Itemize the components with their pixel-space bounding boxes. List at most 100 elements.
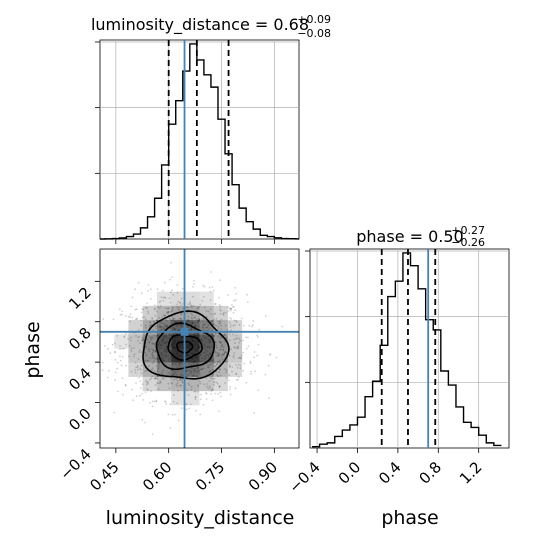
joint-scatter-point bbox=[141, 339, 144, 342]
joint-scatter-point bbox=[169, 373, 172, 375]
joint-scatter-point bbox=[146, 382, 149, 385]
joint-scatter-point bbox=[239, 364, 242, 367]
joint-scatter-point bbox=[212, 373, 214, 376]
joint-scatter-point bbox=[176, 382, 179, 385]
joint-scatter-point bbox=[171, 306, 174, 309]
joint-contour-1 bbox=[167, 334, 203, 361]
joint-scatter-point bbox=[108, 369, 110, 372]
joint-scatter-point bbox=[114, 342, 116, 345]
joint-scatter-point bbox=[154, 308, 156, 310]
joint-scatter-point bbox=[181, 381, 184, 384]
joint-density-cell bbox=[213, 376, 228, 392]
joint-scatter-point bbox=[208, 363, 211, 366]
joint-scatter-point bbox=[113, 351, 116, 353]
joint-scatter-point bbox=[141, 336, 144, 339]
joint-scatter-point bbox=[144, 421, 147, 424]
joint-scatter-point bbox=[227, 294, 230, 296]
joint-scatter-point bbox=[154, 327, 157, 330]
joint-scatter-point bbox=[206, 366, 209, 368]
joint-scatter-point bbox=[237, 357, 240, 359]
joint-scatter-point bbox=[213, 361, 216, 364]
joint-scatter-point bbox=[140, 364, 143, 367]
joint-scatter-point bbox=[214, 332, 217, 335]
joint-scatter-point bbox=[218, 368, 221, 371]
joint-scatter-point bbox=[155, 400, 158, 403]
joint-scatter-point bbox=[113, 411, 116, 414]
joint-scatter-point bbox=[212, 381, 215, 383]
phase-title-plus: +0.27 bbox=[451, 224, 485, 237]
joint-scatter-point bbox=[205, 316, 208, 318]
joint-scatter-point bbox=[224, 324, 227, 327]
joint-scatter-point bbox=[218, 303, 221, 306]
joint-scatter-point bbox=[164, 307, 167, 309]
joint-scatter-point bbox=[135, 382, 137, 384]
joint-scatter-point bbox=[264, 373, 267, 376]
joint-scatter-point bbox=[202, 324, 205, 326]
joint-scatter-point bbox=[220, 318, 223, 321]
joint-scatter-point bbox=[156, 288, 159, 290]
joint-scatter-point bbox=[121, 310, 123, 313]
joint-scatter-point bbox=[150, 368, 153, 371]
joint-scatter-point bbox=[210, 271, 213, 273]
joint-scatter-point bbox=[194, 395, 197, 398]
joint-scatter-point bbox=[155, 336, 158, 339]
x-axis-label-phase: phase bbox=[381, 507, 438, 529]
joint-scatter-point bbox=[173, 394, 175, 396]
joint-scatter-point bbox=[216, 353, 219, 356]
joint-scatter-point bbox=[199, 382, 202, 385]
joint-scatter-point bbox=[161, 378, 164, 380]
joint-scatter-point bbox=[248, 324, 251, 327]
joint-scatter-point bbox=[205, 392, 208, 395]
joint-scatter-point bbox=[222, 349, 225, 351]
x-axis-label-luminosity-distance: luminosity_distance bbox=[106, 507, 295, 529]
joint-density-cell bbox=[227, 334, 243, 349]
joint-scatter-point bbox=[217, 354, 220, 357]
joint-scatter-point bbox=[233, 306, 236, 308]
joint-scatter-point bbox=[169, 371, 172, 373]
joint-scatter-point bbox=[225, 371, 228, 374]
joint-scatter-point bbox=[221, 353, 224, 356]
joint-density-cell bbox=[227, 348, 243, 363]
joint-scatter-point bbox=[219, 362, 222, 365]
joint-scatter-point bbox=[180, 297, 183, 300]
joint-scatter-point bbox=[171, 308, 174, 311]
joint-density-cell bbox=[199, 362, 214, 377]
joint-density-cell bbox=[128, 320, 143, 335]
phase-marginal-panel bbox=[305, 248, 510, 453]
joint-scatter-point bbox=[150, 338, 152, 341]
joint-scatter-point bbox=[247, 345, 250, 348]
joint-scatter-point bbox=[164, 297, 167, 299]
joint-scatter-point bbox=[199, 365, 202, 368]
joint-scatter-point bbox=[154, 325, 157, 328]
joint-scatter-point bbox=[257, 389, 260, 392]
joint-scatter-point bbox=[169, 278, 171, 281]
joint-scatter-point bbox=[199, 413, 202, 416]
phase-title-minus: −0.26 bbox=[451, 236, 485, 249]
joint-scatter-point bbox=[214, 324, 216, 327]
joint-scatter-point bbox=[237, 347, 240, 350]
joint-scatter-point bbox=[215, 317, 218, 320]
joint-scatter-point bbox=[208, 366, 211, 369]
joint-scatter-point bbox=[215, 332, 217, 335]
joint-scatter-point bbox=[144, 326, 147, 329]
joint-scatter-point bbox=[181, 287, 184, 290]
joint-scatter-point bbox=[218, 353, 221, 355]
joint-scatter-point bbox=[223, 353, 225, 356]
joint-scatter-point bbox=[160, 296, 163, 299]
joint-scatter-point bbox=[230, 318, 233, 320]
joint-scatter-point bbox=[151, 342, 154, 345]
joint-density-cell bbox=[227, 362, 243, 377]
joint-scatter-point bbox=[202, 327, 205, 329]
joint-scatter-point bbox=[228, 354, 231, 357]
joint-scatter-point bbox=[144, 324, 147, 327]
joint-scatter-point bbox=[212, 323, 215, 325]
joint-scatter-point bbox=[179, 317, 181, 320]
joint-scatter-point bbox=[220, 344, 223, 347]
joint-scatter-point bbox=[256, 336, 259, 338]
joint-scatter-point bbox=[220, 342, 222, 344]
joint-scatter-point bbox=[223, 352, 226, 354]
joint-scatter-point bbox=[199, 398, 202, 401]
joint-scatter-point bbox=[199, 380, 201, 383]
joint-scatter-point bbox=[235, 372, 238, 375]
joint-scatter-point bbox=[154, 315, 157, 317]
